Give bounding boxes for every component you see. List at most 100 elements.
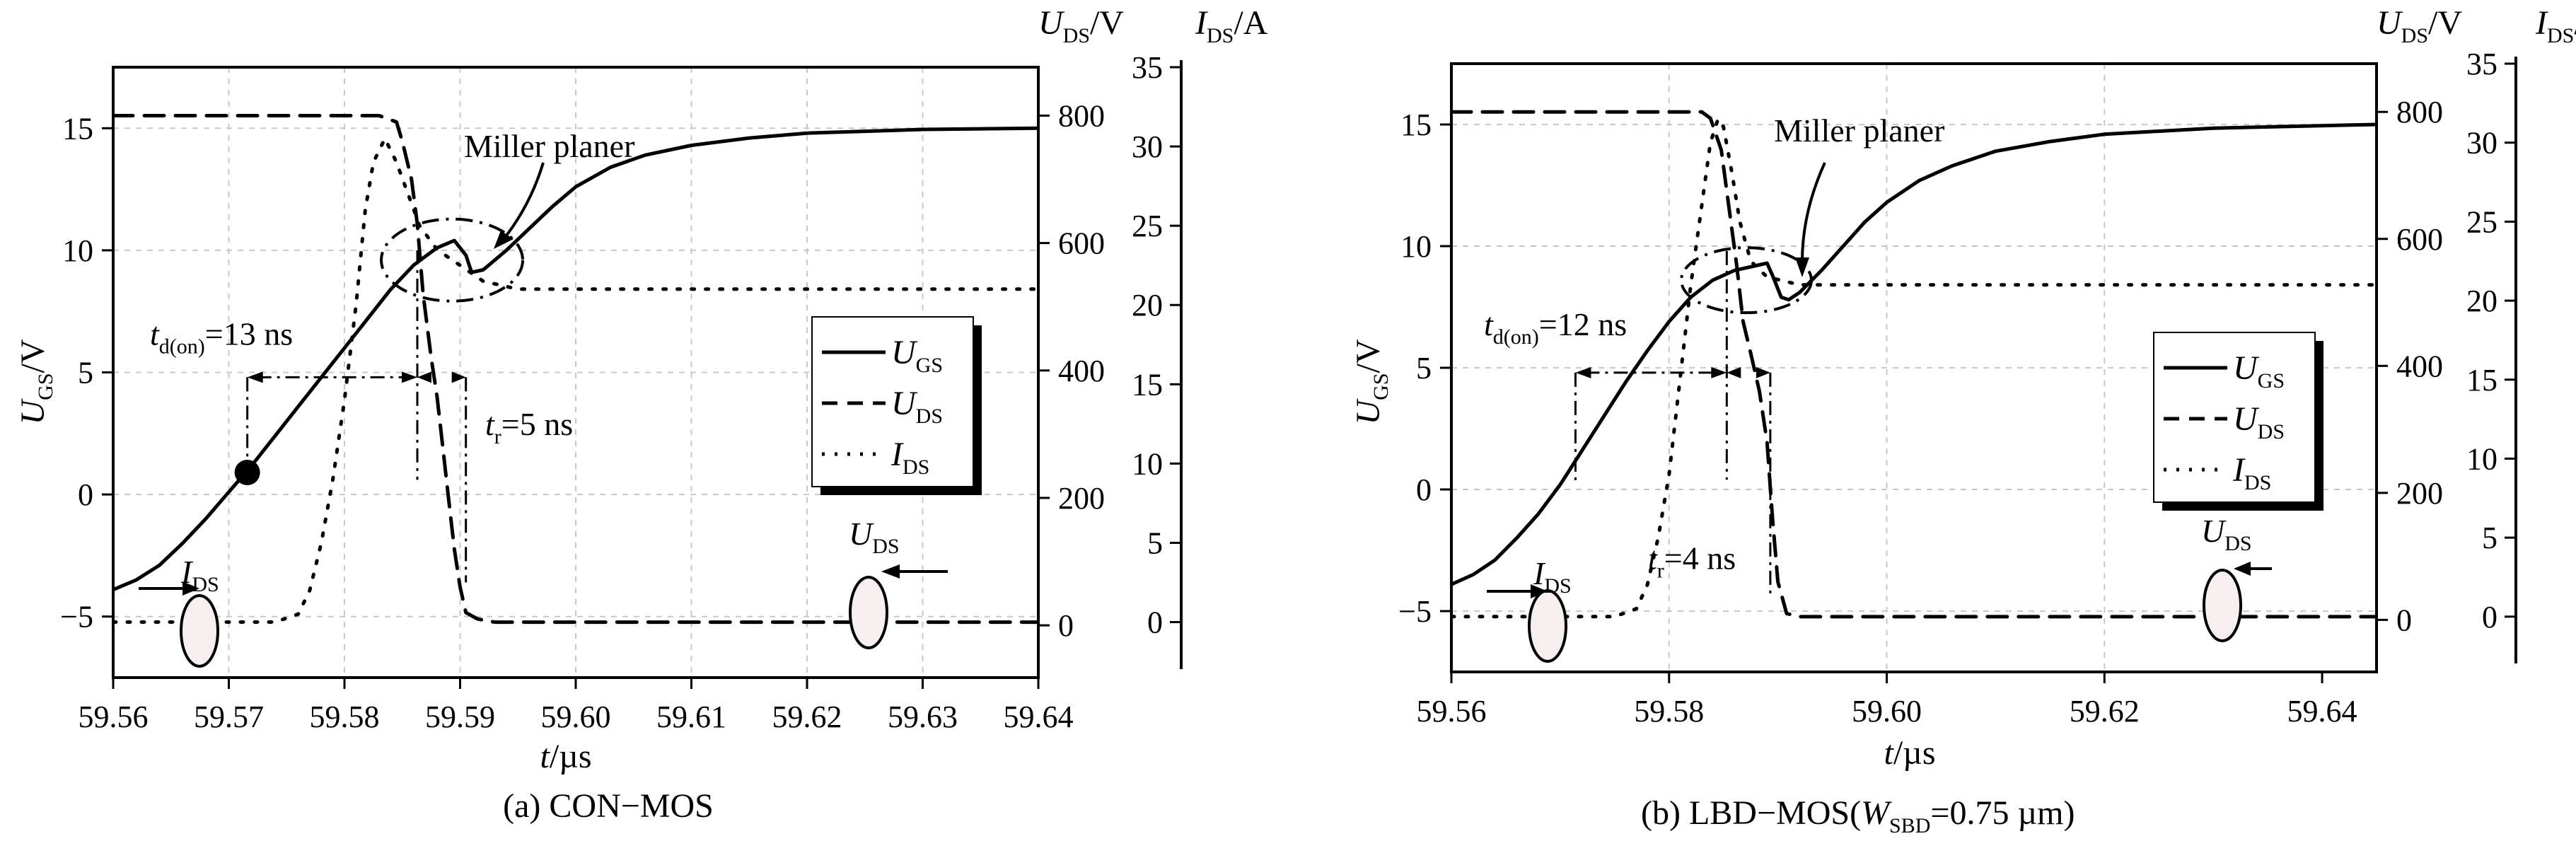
legend-box	[2153, 332, 2316, 503]
ids-tick-label: 15	[1132, 367, 1163, 402]
ugs-series-line	[113, 126, 1038, 592]
x-axis-label: t/µs	[1884, 734, 1935, 772]
tr-label-rest: =5 ns	[501, 406, 573, 442]
ids-axis-label-main: I	[1195, 4, 1208, 42]
x-tick-label: 59.58	[1634, 694, 1704, 729]
ids-marker-label-sub: DS	[192, 573, 219, 596]
uds-axis-label-main: U	[1038, 4, 1065, 42]
x-axis-label-main: t	[1884, 734, 1894, 772]
ids-axis-label-sub: DS	[2547, 24, 2574, 47]
ids-marker-arrow-head	[182, 581, 199, 596]
panel-a-con-mos: 59.56 59.57 59.58 59.59 59.60 59.61 59.62 59.63…	[14, 4, 1268, 825]
ids-marker-label: IDS	[1533, 555, 1572, 598]
ids-tick-label: 5	[1147, 526, 1163, 560]
ugs-tick-label: 0	[1416, 472, 1432, 507]
uds-tick-label: 200	[1058, 481, 1105, 516]
uds-tick-label: 200	[2396, 476, 2443, 511]
legend-entry-label: UDS	[2233, 400, 2285, 443]
ids-tick-label: 0	[2482, 600, 2497, 634]
legend-entry-label: IDS	[2232, 451, 2271, 494]
uds-marker-label-sub: DS	[872, 535, 899, 558]
uds-axis-label-sub: DS	[2401, 24, 2428, 47]
x-tick-label: 59.62	[2070, 694, 2140, 729]
ids-tick-label: 25	[2466, 204, 2497, 239]
ugs-tick-label: 15	[62, 111, 93, 146]
uds-marker-arrow-head	[881, 564, 900, 579]
ids-marker-ellipse	[1528, 589, 1567, 663]
td-on-label: td(on)=13 ns	[150, 315, 293, 358]
uds-series-line	[1451, 110, 2377, 619]
x-tick-label: 59.59	[425, 700, 495, 734]
uds-axis-label-rest: /V	[2428, 4, 2462, 42]
ids-tick-label: 20	[2466, 284, 2497, 318]
tr-label: tr=5 ns	[485, 406, 573, 448]
x-tick-label: 59.61	[656, 700, 726, 734]
miller-arrow	[1801, 162, 1826, 262]
uds-axis-label-rest: /V	[1090, 4, 1124, 42]
miller-ellipse	[1680, 246, 1814, 315]
legend-entry-label-sub: GS	[916, 354, 943, 377]
ugs-tick-label: 5	[1416, 351, 1432, 385]
ids-tick-label: 20	[1132, 288, 1163, 323]
x-tick-label: 59.57	[194, 700, 264, 734]
uds-marker-label-main: U	[2201, 513, 2227, 549]
miller-ellipse	[380, 217, 525, 303]
ugs-axis-label-main: U	[14, 398, 52, 425]
tr-label-rest: =4 ns	[1664, 540, 1736, 576]
uds-tick-label: 800	[2396, 95, 2443, 129]
tr-arrow-left	[1727, 366, 1741, 378]
uds-axis-label: UDS/V	[1038, 4, 1124, 47]
ids-axis-label: IDS/A	[1195, 4, 1268, 47]
ids-marker-label-main: I	[180, 554, 194, 590]
ids-tick-label: 30	[2466, 126, 2497, 161]
ids-tick-label: 5	[2482, 521, 2497, 555]
x-tick-label: 59.64	[1004, 700, 1074, 734]
legend-entry-label-main: I	[2232, 451, 2246, 489]
miller-label: Miller planer	[1774, 112, 1944, 149]
ids-marker-label-sub: DS	[1544, 574, 1571, 598]
ugs-axis-label-main: U	[1350, 398, 1387, 425]
uds-marker-label: UDS	[849, 516, 900, 558]
legend-entry-label-main: U	[891, 385, 918, 422]
ugs-tick-label: 10	[1400, 229, 1432, 264]
x-axis-label-rest: /µs	[1893, 734, 1936, 772]
ugs-axis-label: UGS/V	[14, 339, 57, 424]
uds-axis-label: UDS/V	[2377, 4, 2462, 47]
miller-arrow	[502, 162, 545, 240]
miller-arrow-head	[1795, 257, 1809, 277]
legend-entry-label-main: U	[2233, 349, 2260, 387]
x-tick-label: 59.62	[772, 700, 842, 734]
ids-axis-label-rest: /A	[1234, 4, 1267, 42]
legend-entry-label: IDS	[890, 436, 929, 479]
caption-w-rest: =0.75 µm)	[1930, 794, 2075, 832]
uds-tick-label: 400	[2396, 349, 2443, 383]
legend-entry-label-main: U	[891, 334, 918, 371]
x-axis-label-main: t	[540, 738, 550, 775]
uds-marker-ellipse	[2203, 569, 2242, 642]
ugs-tick-label: −5	[60, 600, 93, 634]
uds-tick-label: 0	[2396, 603, 2412, 637]
panel-b-lbd-mos: 59.56 59.58 59.60 59.62 59.64151050−5UGS/V80…	[1350, 4, 2576, 837]
ids-tick-label: 10	[1132, 446, 1163, 481]
ugs-axis-label-rest: /V	[14, 339, 52, 373]
caption-w-main: W	[1861, 794, 1892, 832]
uds-tick-label: 600	[2396, 222, 2443, 257]
td-on-label-main: t	[150, 315, 160, 352]
tr-arrow-left	[417, 371, 432, 383]
x-tick-label: 59.63	[888, 700, 958, 734]
ugs-tick-label: 15	[1400, 108, 1432, 142]
uds-axis-label-main: U	[2377, 4, 2403, 42]
ugs-axis-label: UGS/V	[1350, 339, 1393, 424]
x-tick-label: 59.58	[310, 700, 380, 734]
x-tick-label: 59.64	[2287, 694, 2357, 729]
panel-caption: (b) LBD−MOS(WSBD=0.75 µm)	[1641, 794, 2075, 837]
ids-axis-label: IDS/A	[2535, 4, 2576, 47]
ids-marker-ellipse	[180, 594, 219, 668]
uds-marker-label-main: U	[849, 516, 874, 552]
td-on-label: td(on)=12 ns	[1484, 306, 1627, 349]
x-tick-label: 59.56	[79, 700, 149, 734]
ids-tick-label: 10	[2466, 441, 2497, 476]
ugs-tick-label: −5	[1398, 594, 1432, 629]
legend-entry-label-sub: DS	[2244, 471, 2271, 494]
